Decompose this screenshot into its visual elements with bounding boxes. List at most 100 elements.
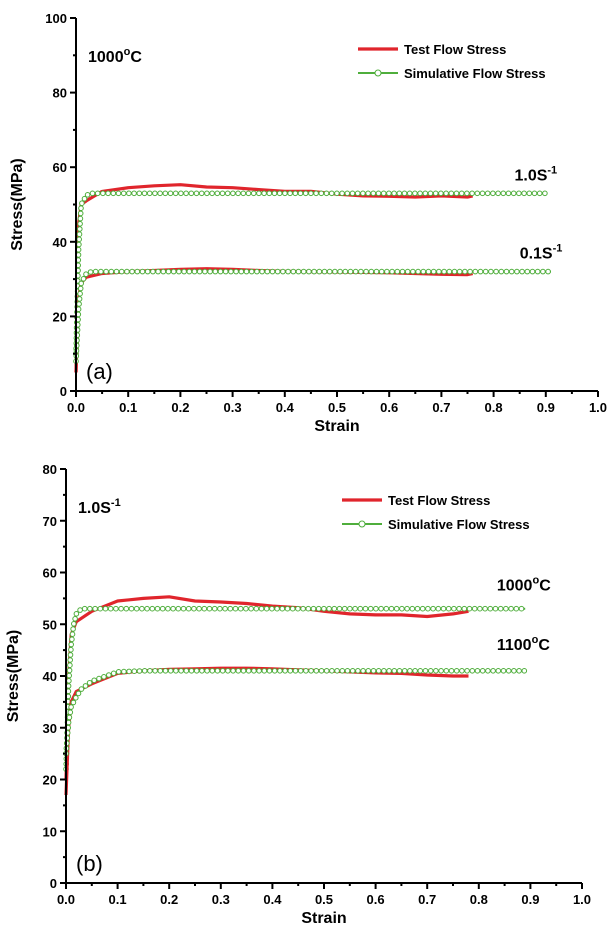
simulative-point: [157, 190, 163, 197]
simulative-point: [141, 668, 148, 674]
x-tick-label: 0.0: [67, 400, 85, 415]
simulative-point: [198, 190, 205, 197]
simulative-point: [347, 605, 353, 612]
simulative-flow-stress-line: [65, 669, 526, 754]
simulative-point: [526, 190, 533, 197]
x-tick-label: 0.3: [212, 892, 230, 907]
simulative-point: [152, 668, 158, 674]
simulative-point: [342, 268, 349, 275]
simulative-point: [279, 605, 286, 612]
simulative-point: [118, 268, 125, 275]
simulative-point: [150, 268, 156, 275]
simulative-point: [511, 668, 517, 674]
simulative-point: [188, 668, 195, 674]
simulative-point: [170, 268, 177, 275]
simulative-point: [334, 668, 340, 674]
simulative-point: [326, 605, 332, 612]
simulative-point: [123, 605, 130, 612]
simulative-point: [165, 268, 172, 275]
simulative-point: [435, 605, 442, 612]
y-tick-label: 0: [60, 384, 67, 399]
simulative-point: [89, 190, 96, 197]
simulative-point: [490, 668, 496, 674]
simulative-point: [341, 605, 348, 612]
simulative-point: [131, 190, 137, 197]
y-tick-label: 80: [53, 86, 67, 101]
simulative-point: [467, 268, 473, 275]
y-tick-label: 70: [43, 514, 57, 529]
simulative-point: [282, 668, 288, 674]
simulative-point: [155, 268, 161, 275]
simulative-point: [378, 268, 385, 275]
simulative-point: [77, 215, 84, 222]
simulative-point: [313, 190, 319, 197]
simulative-point: [451, 268, 458, 275]
simulative-point: [378, 605, 384, 612]
simulative-point: [92, 605, 98, 612]
simulative-point: [82, 683, 89, 689]
simulative-point: [417, 190, 423, 197]
simulative-point: [332, 268, 338, 275]
simulative-point: [477, 268, 484, 275]
simulative-point: [115, 669, 122, 675]
simulative-point: [147, 668, 153, 674]
simulative-point: [482, 605, 488, 612]
simulative-point: [438, 190, 444, 197]
simulative-point: [311, 268, 317, 275]
simulative-point: [399, 268, 406, 275]
simulative-point: [289, 605, 296, 612]
simulative-point: [456, 605, 462, 612]
simulative-point: [367, 605, 374, 612]
simulative-point: [337, 268, 343, 275]
simulative-point: [209, 668, 216, 674]
simulative-point: [136, 190, 143, 197]
simulative-point: [362, 605, 369, 612]
x-tick-label: 0.7: [418, 892, 436, 907]
condition-label: 1000oC: [88, 46, 142, 66]
simulative-point: [261, 668, 268, 674]
simulative-point: [237, 605, 244, 612]
simulative-point: [323, 668, 330, 674]
simulative-point: [316, 268, 323, 275]
simulative-point: [77, 607, 83, 613]
simulative-point: [404, 268, 411, 275]
simulative-point: [87, 605, 93, 612]
simulative-point: [373, 605, 379, 612]
simulative-point: [103, 268, 109, 275]
simulative-point: [354, 190, 361, 197]
simulative-point: [474, 668, 481, 674]
simulative-point: [157, 668, 164, 674]
simulative-point: [209, 190, 215, 197]
simulative-point: [108, 268, 115, 275]
x-tick-label: 0.9: [521, 892, 539, 907]
simulative-point: [240, 668, 247, 674]
simulative-point: [77, 285, 84, 292]
simulative-point: [73, 611, 80, 617]
simulative-point: [201, 605, 208, 612]
x-tick-label: 0.2: [160, 892, 178, 907]
simulative-point: [107, 605, 114, 612]
simulative-point: [276, 190, 283, 197]
legend-test-label: Test Flow Stress: [388, 493, 490, 508]
simulative-point: [191, 268, 198, 275]
simulative-point: [67, 652, 74, 658]
simulative-point: [261, 190, 267, 197]
x-tick-label: 0.5: [315, 892, 333, 907]
simulative-point: [76, 231, 83, 237]
simulative-point: [102, 605, 109, 612]
simulative-point: [248, 605, 254, 612]
simulative-point: [66, 678, 72, 684]
x-tick-label: 0.9: [537, 400, 555, 415]
simulative-point: [331, 605, 338, 612]
simulative-point: [386, 668, 392, 674]
simulative-point: [250, 190, 257, 197]
simulative-point: [144, 268, 151, 275]
simulative-point: [295, 268, 302, 275]
simulative-point: [427, 668, 434, 674]
simulative-point: [282, 190, 288, 197]
simulative-point: [259, 268, 265, 275]
simulative-point: [445, 605, 452, 612]
simulative-point: [347, 268, 354, 275]
simulative-point: [422, 668, 429, 674]
simulative-point: [181, 268, 187, 275]
